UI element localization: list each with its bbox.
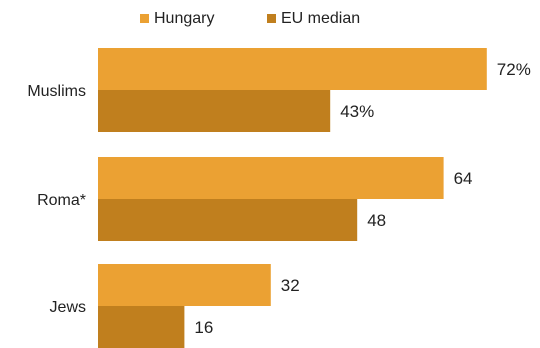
legend-label-1: EU median <box>281 10 360 27</box>
legend: Hungary EU median <box>140 10 360 27</box>
category-label: Roma* <box>37 192 86 209</box>
value-label: 48 <box>367 211 386 230</box>
legend-swatch-0 <box>140 14 149 23</box>
value-label: 64 <box>454 169 473 188</box>
bar-eu-median <box>98 306 185 348</box>
value-label: 43% <box>340 102 374 121</box>
bar-hungary <box>98 157 444 199</box>
value-label: 16 <box>194 318 213 337</box>
legend-swatch-1 <box>267 14 276 23</box>
category-label: Jews <box>50 299 86 316</box>
value-label: 32 <box>281 276 300 295</box>
bars: Muslims 72% 43% Roma* 64 48 Jews 32 16 <box>27 48 531 348</box>
bar-hungary <box>98 48 487 90</box>
bar-eu-median <box>98 90 331 132</box>
category-label: Muslims <box>27 83 86 100</box>
bar-hungary <box>98 264 271 306</box>
bar-eu-median <box>98 199 358 241</box>
legend-label-0: Hungary <box>154 10 214 27</box>
value-label: 72% <box>497 60 531 79</box>
